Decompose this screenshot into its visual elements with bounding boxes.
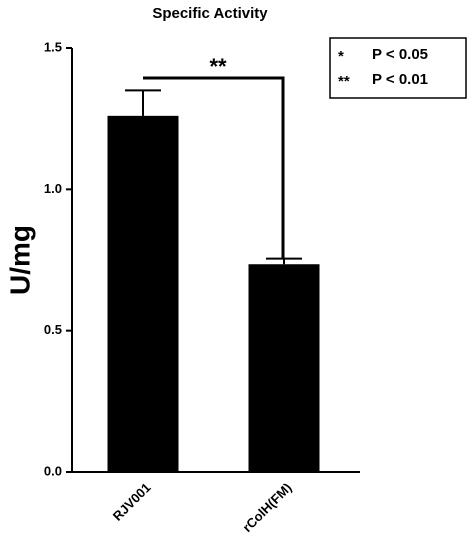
significance-label: ** — [209, 54, 227, 79]
y-axis-label: U/mg — [4, 225, 35, 295]
bar — [107, 115, 179, 472]
bar — [248, 264, 320, 472]
y-tick-label: 1.0 — [44, 181, 62, 196]
error-bar — [125, 89, 161, 116]
error-bar — [266, 257, 302, 265]
legend-symbol: ** — [338, 73, 350, 90]
significance-bracket — [143, 76, 285, 258]
legend-text: P < 0.01 — [372, 71, 428, 88]
y-tick-label: 0.5 — [44, 322, 62, 337]
y-tick-label: 0.0 — [44, 463, 62, 478]
x-tick-label: RJV001 — [110, 480, 154, 524]
chart-title: Specific Activity — [152, 5, 268, 22]
legend-symbol: * — [338, 48, 344, 65]
legend-text: P < 0.05 — [372, 46, 428, 63]
legend-box — [329, 37, 467, 99]
x-tick-label: rColH(FM) — [240, 480, 295, 535]
y-tick-label: 1.5 — [44, 39, 62, 54]
